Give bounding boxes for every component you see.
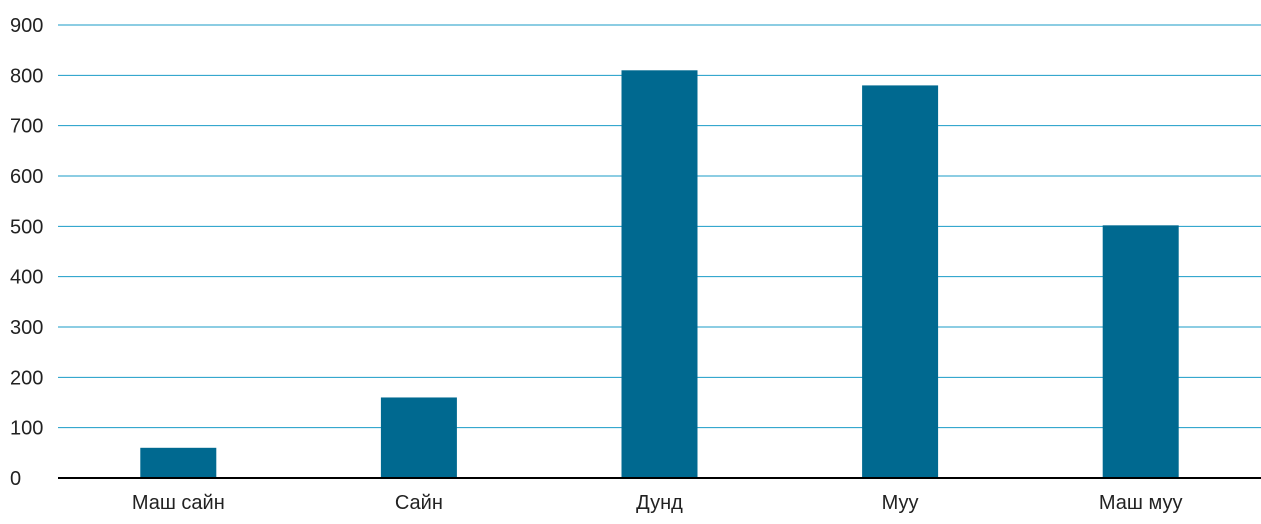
bar-4 (862, 85, 939, 479)
x-axis-category-labels: Маш сайн Сайн Дунд Муу Маш муу (132, 492, 1183, 514)
x-category-label: Маш сайн (132, 492, 225, 514)
x-category-label: Маш муу (1099, 492, 1183, 514)
y-tick-label: 500 (10, 216, 43, 238)
y-tick-label: 200 (10, 367, 43, 389)
y-tick-label: 300 (10, 317, 43, 339)
x-category-label: Муу (882, 492, 919, 514)
bar-5 (1102, 225, 1179, 478)
bar-3 (621, 70, 698, 479)
bars (140, 70, 1179, 479)
y-tick-label: 0 (10, 468, 21, 490)
bar-2 (380, 397, 457, 478)
y-tick-label: 900 (10, 15, 43, 37)
y-tick-label: 100 (10, 418, 43, 440)
y-axis-tick-labels: 0 100 200 300 400 500 600 700 800 900 (10, 15, 43, 490)
y-tick-label: 600 (10, 166, 43, 188)
y-tick-label: 400 (10, 267, 43, 289)
bar-1 (140, 447, 217, 478)
x-category-label: Сайн (395, 492, 443, 514)
y-tick-label: 800 (10, 65, 43, 87)
x-category-label: Дунд (636, 492, 683, 514)
y-tick-label: 700 (10, 116, 43, 138)
